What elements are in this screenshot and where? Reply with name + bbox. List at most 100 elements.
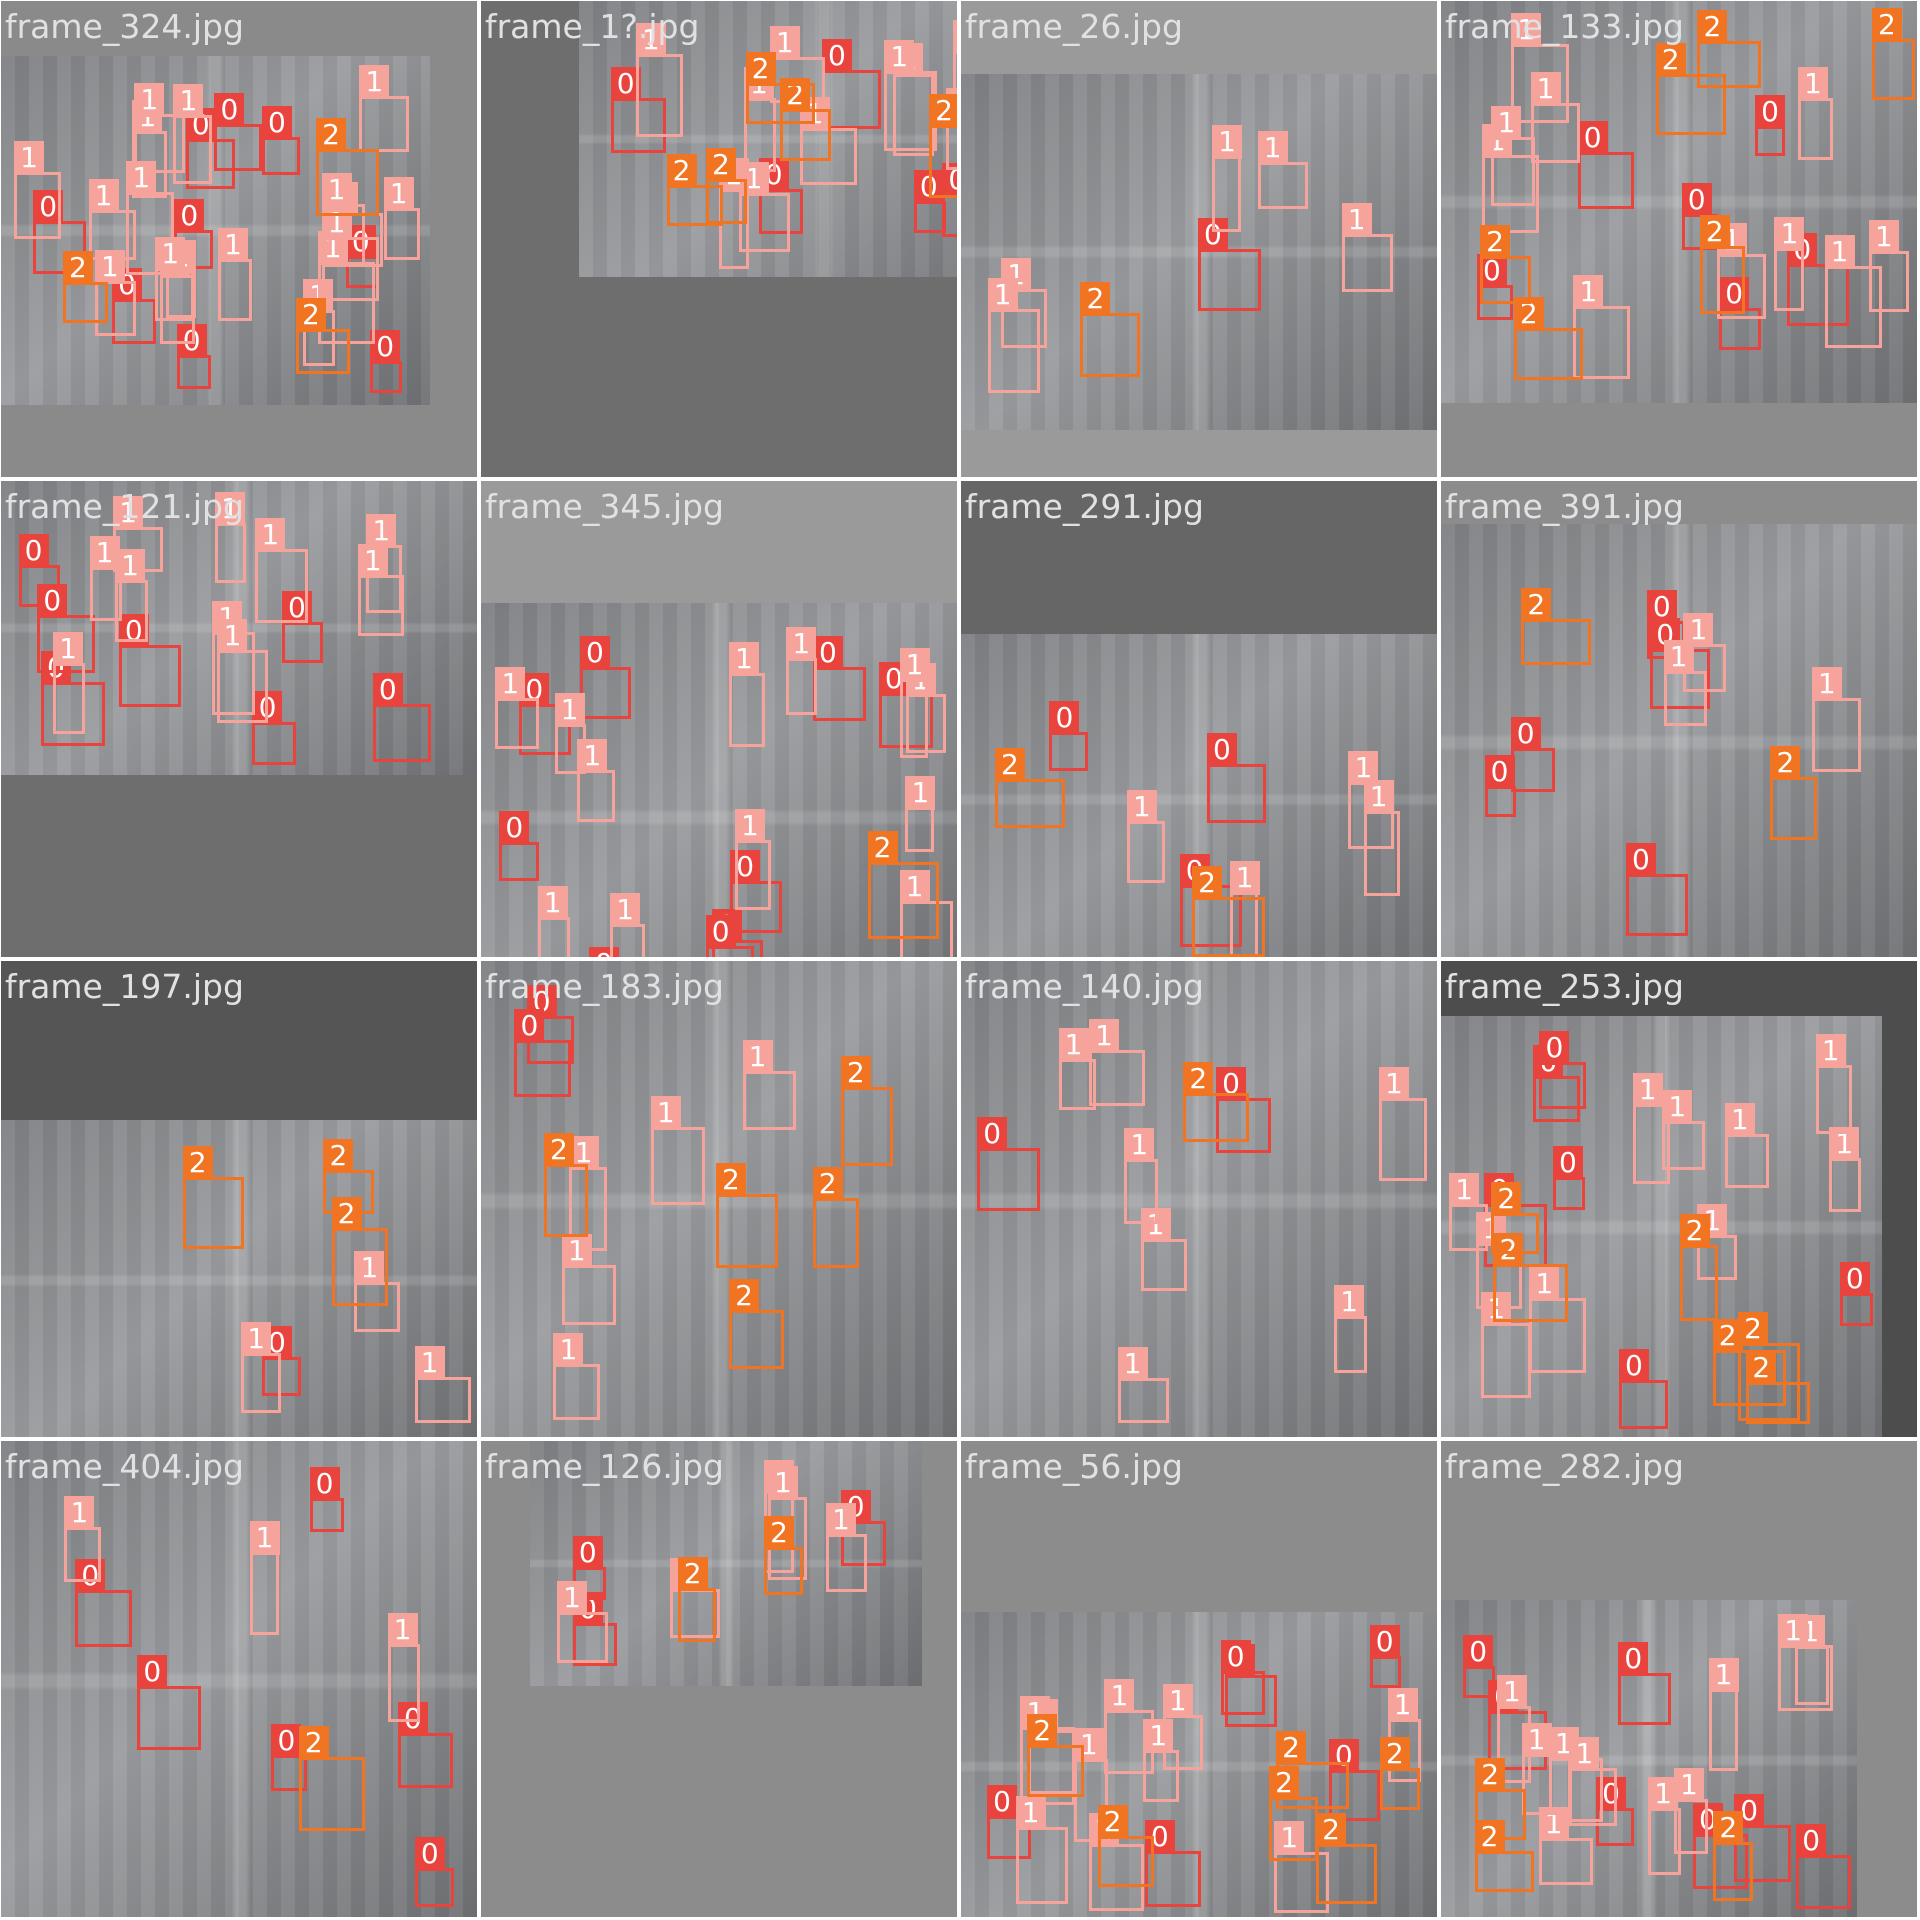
detection-box: 0 xyxy=(1625,843,1688,936)
detection-box: 0 xyxy=(137,1655,201,1750)
class-label: 1 xyxy=(1829,1126,1860,1161)
class-label: 0 xyxy=(705,915,736,950)
class-label: 0 xyxy=(942,162,957,197)
detection-box: 0 xyxy=(397,1702,453,1788)
detection-box: 0 xyxy=(261,105,301,175)
detection-box: 0 xyxy=(610,66,666,153)
detection-box: 1 xyxy=(537,886,571,957)
class-label: 1 xyxy=(1774,217,1805,252)
detection-box: 1 xyxy=(1778,1614,1833,1711)
class-label: 0 xyxy=(370,330,401,365)
detection-box: 1 xyxy=(554,692,586,775)
detection-box: 2 xyxy=(705,147,748,224)
detection-box: 0 xyxy=(1552,1146,1586,1210)
mosaic-tile: frame_282.jpg00000001111111111222 xyxy=(1440,1440,1918,1918)
class-label: 1 xyxy=(1632,1072,1663,1107)
class-label: 1 xyxy=(88,178,119,213)
class-label: 1 xyxy=(1815,1033,1846,1068)
class-label: 1 xyxy=(217,619,248,654)
detection-box: 2 xyxy=(1697,9,1762,89)
class-label: 2 xyxy=(1315,1812,1346,1847)
class-label: 2 xyxy=(677,1557,708,1592)
mosaic-tile: frame_121.jpg 0 0 0 0 0 0 0 1 1 1 1 1 1 1 1 1 1 xyxy=(0,480,478,958)
class-label: 1 xyxy=(554,692,585,727)
detection-box: 2 xyxy=(812,1167,859,1269)
class-label: 2 xyxy=(1027,1713,1058,1748)
class-label: 2 xyxy=(1097,1804,1128,1839)
detection-box: 1 xyxy=(1569,1736,1618,1827)
detection-box: 2 xyxy=(1027,1713,1084,1798)
detection-box: 1 xyxy=(1673,1768,1708,1855)
mosaic-tile: frame_1?.jpg000001111111111122222 xyxy=(480,0,958,478)
detection-box: 2 xyxy=(1183,1062,1249,1143)
detection-box: 0 xyxy=(1206,733,1266,824)
detection-box: 1 xyxy=(734,809,771,910)
detection-box: 2 xyxy=(1746,1350,1811,1424)
class-label: 0 xyxy=(1618,1349,1649,1383)
detection-box: 2 xyxy=(1770,746,1818,841)
class-label: 1 xyxy=(1162,1683,1193,1718)
detection-box: 2 xyxy=(1315,1812,1378,1905)
detection-box: 1 xyxy=(354,1251,401,1332)
mosaic-tile: frame_324.jpg000000000111111111111111111… xyxy=(0,0,478,478)
class-label: 2 xyxy=(1379,1737,1410,1772)
class-label: 0 xyxy=(986,1784,1017,1819)
class-label: 0 xyxy=(1625,843,1656,878)
frame-image xyxy=(481,961,957,1437)
class-label: 2 xyxy=(745,51,776,86)
class-label: 2 xyxy=(705,147,736,182)
class-label: 0 xyxy=(33,189,64,224)
class-label: 1 xyxy=(173,84,204,119)
frame-label: frame_391.jpg xyxy=(1445,487,1684,526)
detection-box: 1 xyxy=(321,206,380,301)
class-label: 1 xyxy=(1663,640,1694,675)
class-label: 2 xyxy=(62,251,93,286)
class-label: 2 xyxy=(729,1278,760,1313)
class-label: 2 xyxy=(298,1725,329,1760)
frame-label: frame_133.jpg xyxy=(1445,7,1684,46)
detection-box: 1 xyxy=(249,1520,280,1635)
detection-box: 2 xyxy=(543,1132,588,1237)
class-label: 0 xyxy=(414,1837,445,1872)
detection-box: 2 xyxy=(729,1278,784,1369)
class-label: 1 xyxy=(321,173,352,208)
detection-box: 2 xyxy=(1491,1181,1539,1254)
detection-box: 1 xyxy=(1212,124,1243,232)
class-label: 1 xyxy=(1569,1736,1600,1771)
detection-box: 1 xyxy=(1257,131,1309,209)
class-label: 1 xyxy=(553,1332,584,1367)
detection-box: 0 xyxy=(214,93,262,172)
class-label: 1 xyxy=(1363,779,1394,814)
detection-box: 1 xyxy=(495,666,540,749)
detection-box: 1 xyxy=(1341,202,1394,293)
detection-box: 1 xyxy=(215,492,247,583)
frame-label: frame_183.jpg xyxy=(485,967,724,1006)
mosaic-tile: frame_291.jpg000111122 xyxy=(960,480,1438,958)
detection-box: 0 xyxy=(986,1784,1031,1860)
class-label: 2 xyxy=(1183,1062,1214,1097)
class-label: 2 xyxy=(1475,1757,1506,1792)
mosaic-tile: frame_26.jpg 0 1 1 1 1 1 2 xyxy=(960,0,1438,478)
frame-label: frame_197.jpg xyxy=(5,967,244,1006)
detection-box: 2 xyxy=(867,831,939,940)
class-label: 0 xyxy=(1577,121,1608,156)
detection-box: 0 xyxy=(977,1117,1040,1211)
class-label: 1 xyxy=(1341,202,1372,237)
mosaic-tile: frame_126.jpg0001111122 xyxy=(480,1440,958,1918)
detection-box: 0 xyxy=(1510,716,1556,793)
detection-box: 0 xyxy=(1577,121,1634,209)
detection-box: 2 xyxy=(1521,587,1592,666)
class-label: 1 xyxy=(767,1465,798,1500)
detection-box: 1 xyxy=(1481,1291,1532,1399)
detection-box: 2 xyxy=(666,154,723,227)
detection-box: 1 xyxy=(1334,1285,1367,1373)
detection-box: 1 xyxy=(899,870,953,957)
class-label: 0 xyxy=(1220,1639,1251,1674)
detection-box: 0 xyxy=(37,584,96,674)
class-label: 0 xyxy=(261,105,292,140)
class-label: 2 xyxy=(295,297,326,332)
detection-box: 0 xyxy=(271,1724,308,1792)
class-label: 0 xyxy=(610,66,641,101)
class-label: 0 xyxy=(1796,1823,1827,1858)
detection-box: 2 xyxy=(1192,866,1266,957)
